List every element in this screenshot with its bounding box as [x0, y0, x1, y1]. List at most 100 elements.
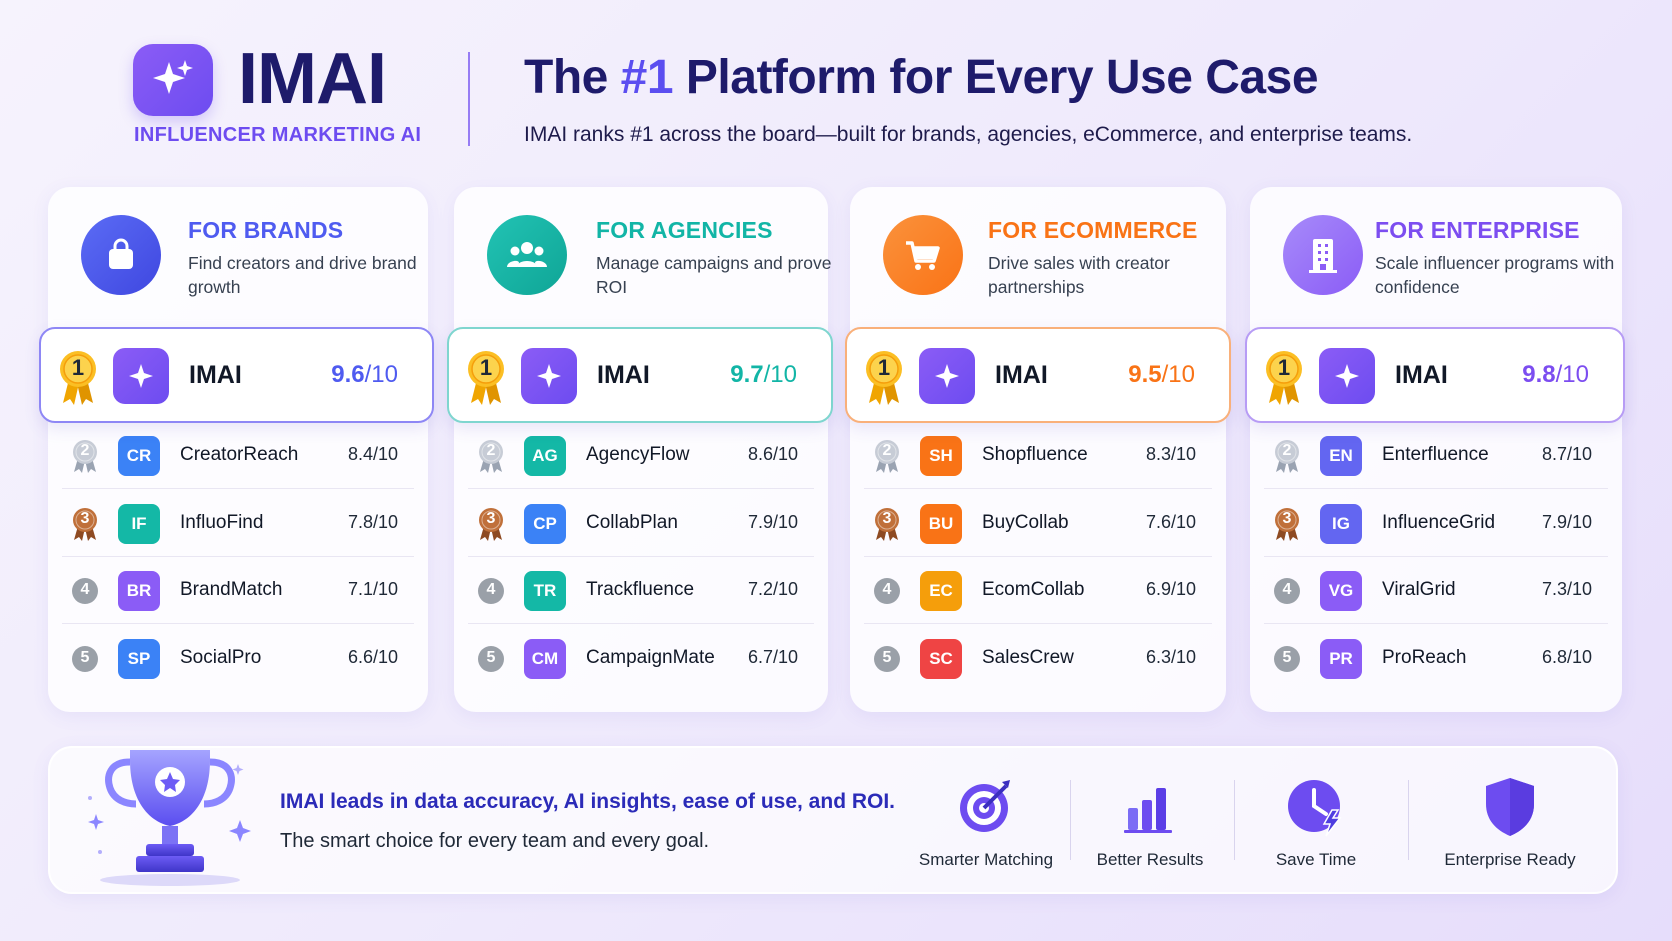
category-title: FOR BRANDS: [188, 217, 344, 243]
leader-score-value: 9.8: [1522, 361, 1556, 388]
list-item: 2 EN Enterfluence 8.7/10: [1250, 422, 1622, 489]
company-logo: TR: [524, 571, 566, 611]
rank-3-badge: 3: [474, 506, 508, 542]
leader-row-agencies: 1 IMAI 9.7/10: [447, 327, 833, 423]
bar-chart-icon: [1124, 788, 1172, 833]
rank-number: 4: [486, 581, 496, 598]
company-name: SocialPro: [180, 646, 262, 668]
team-icon: [505, 235, 549, 275]
list-item: 5 SP SocialPro 6.6/10: [48, 625, 428, 692]
shield-icon: [1486, 778, 1534, 836]
row-divider: [468, 555, 814, 557]
shopping-bag-icon: [101, 235, 141, 275]
category-description: Drive sales with creator partnerships: [988, 253, 1170, 297]
rank-number: 3: [882, 509, 892, 527]
logo-tagline: INFLUENCER MARKETING AI: [134, 124, 422, 146]
company-logo: PR: [1320, 638, 1362, 679]
list-item: 3 BU BuyCollab 7.6/10: [850, 490, 1226, 557]
sparkle-icon: [537, 364, 561, 388]
company-score: 6.8/10: [1541, 646, 1592, 667]
category-title: FOR AGENCIES: [596, 217, 773, 243]
company-score: 7.8/10: [347, 511, 398, 532]
company-name: CreatorReach: [180, 444, 299, 465]
rank-number: 4: [80, 581, 90, 598]
rank-number: 5: [1282, 648, 1292, 666]
company-score: 6.3/10: [1145, 646, 1196, 667]
leader-row-ecommerce: 1 IMAI 9.5/10: [845, 327, 1231, 423]
company-name: CampaignMate: [586, 646, 715, 668]
feature-enterprise-ready: Enterprise Ready: [1420, 770, 1600, 880]
sparkle-icon: [935, 364, 959, 388]
company-score: 8.3/10: [1145, 444, 1196, 464]
rank-number: 1: [1277, 355, 1291, 380]
leader-row-enterprise: 1 IMAI 9.8/10: [1245, 327, 1625, 423]
shopping-bag-badge: [81, 215, 161, 295]
company-name: EcomCollab: [982, 579, 1085, 600]
rank-2-badge: 2: [474, 438, 508, 474]
list-item: 3 IF InfluoFind 7.8/10: [48, 490, 428, 557]
leader-score: 9.5/10: [1128, 361, 1195, 389]
rank-number: 1: [71, 355, 85, 380]
leader-name: IMAI: [597, 361, 650, 389]
list-item: 5 SC SalesCrew 6.3/10: [850, 625, 1226, 692]
company-logo: VG: [1320, 571, 1362, 611]
rank-2-badge: 2: [68, 438, 102, 474]
row-divider: [864, 488, 1212, 489]
rank-number: 3: [486, 509, 496, 527]
banner-subtitle: The smart choice for every team and ever…: [280, 830, 710, 852]
leader-score-value: 9.7: [730, 361, 764, 388]
shopping-cart-icon: [902, 235, 944, 275]
leader-score-denominator: /10: [763, 361, 797, 388]
company-logo: CM: [524, 638, 566, 679]
row-divider: [864, 623, 1212, 624]
category-title: FOR ENTERPRISE: [1375, 217, 1580, 243]
team-badge: [487, 215, 567, 295]
header-divider: [468, 52, 470, 146]
company-logo: SH: [920, 436, 962, 476]
gold-medal-icon: 1: [57, 349, 99, 405]
company-logo: SP: [118, 638, 160, 679]
list-item: 2 SH Shopfluence 8.3/10: [850, 422, 1226, 489]
category-description: Find creators and drive brand growth: [188, 253, 417, 297]
list-item: 5 PR ProReach 6.8/10: [1250, 625, 1622, 692]
row-divider: [864, 555, 1212, 557]
imai-logo: [113, 348, 169, 404]
rank-number: 5: [80, 648, 90, 666]
list-item: 4 VG ViralGrid 7.3/10: [1250, 557, 1622, 624]
banner-title: IMAI leads in data accuracy, AI insights…: [280, 790, 896, 813]
category-card-brands: FOR BRANDS Find creators and drive brand …: [48, 187, 428, 712]
company-score: 8.6/10: [747, 444, 798, 464]
feature-divider: [1070, 780, 1071, 860]
company-logo: IF: [118, 503, 160, 544]
row-divider: [62, 488, 414, 489]
list-item: 4 TR Trackfluence 7.2/10: [454, 557, 828, 624]
list-item: 2 AG AgencyFlow 8.6/10: [454, 422, 828, 489]
company-name: ProReach: [1382, 646, 1467, 668]
feature-label: Smarter Matching: [918, 850, 1054, 869]
rank-2-badge: 2: [870, 438, 904, 474]
company-logo: EC: [920, 571, 962, 611]
imai-logo: [521, 348, 577, 404]
list-item: 5 CM CampaignMate 6.7/10: [454, 625, 828, 692]
rank-number: 3: [1282, 509, 1292, 527]
rank-2-badge: 2: [1270, 438, 1304, 474]
leader-score-value: 9.6: [331, 361, 365, 388]
leader-score: 9.6/10: [331, 361, 398, 389]
building-icon: [1305, 235, 1341, 275]
rank-number: 1: [877, 355, 891, 380]
rank-5-badge: 5: [474, 641, 508, 677]
rank-number: 3: [80, 509, 90, 527]
row-divider: [468, 488, 814, 489]
row-divider: [468, 623, 814, 624]
building-badge: [1283, 215, 1363, 295]
company-name: Enterfluence: [1382, 444, 1489, 465]
company-name: SalesCrew: [982, 646, 1074, 668]
target-icon: [960, 780, 1010, 832]
rank-number: 5: [486, 648, 496, 666]
category-description: Scale influencer programs with confidenc…: [1375, 253, 1615, 297]
rank-number: 1: [479, 355, 493, 380]
rank-number: 2: [80, 442, 90, 459]
rank-5-badge: 5: [870, 641, 904, 677]
company-name: Trackfluence: [586, 579, 695, 600]
shopping-cart-badge: [883, 215, 963, 295]
